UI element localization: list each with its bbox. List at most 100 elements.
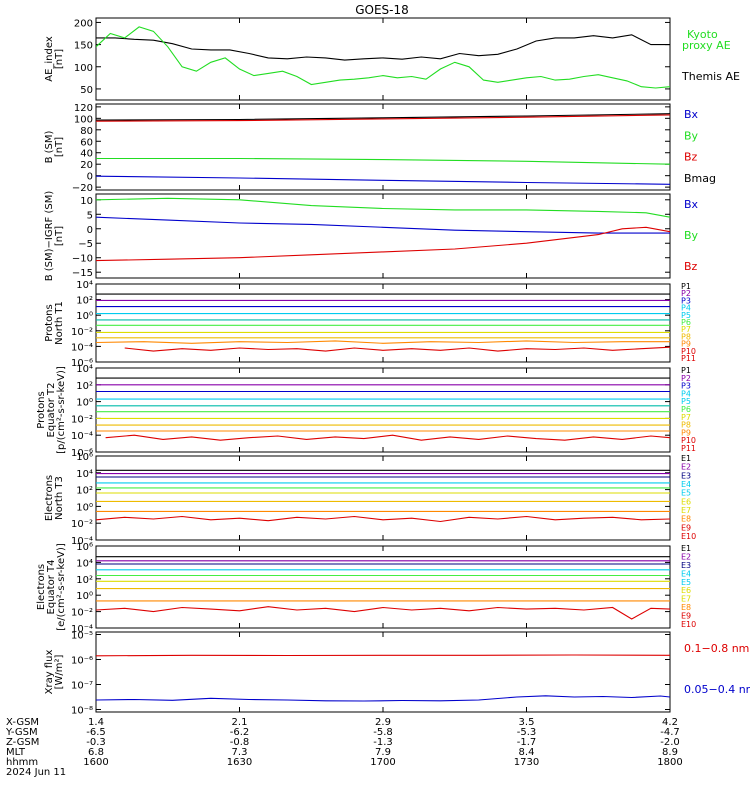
x-row-label: hhmm — [6, 757, 38, 768]
panel-et4: 10⁶ 10⁴ 10² 10⁰ 10⁻² 10⁻⁴ ElectronsEquator T4[… — [36, 542, 696, 635]
legend-item: E7 — [681, 595, 691, 604]
y-axis-label-line: [nT] — [54, 137, 65, 157]
series-group — [96, 26, 670, 89]
panel-bdiff: 10 5 0 −5 −10 −15 B (SM)−IGRF (SM)[nT] Bx By Bz — [44, 191, 699, 282]
series-themis-ae — [96, 34, 670, 61]
y-tick-label: 5 — [87, 210, 93, 221]
y-tick-label: 10⁴ — [76, 364, 93, 375]
legend-item: E3 — [681, 561, 691, 570]
y-axis-label-line: Equator T4 — [46, 560, 57, 615]
legend-item: Bmag — [684, 172, 716, 185]
y-tick-label: 10⁻⁴ — [71, 431, 93, 442]
series-group — [96, 197, 670, 262]
series-by — [96, 157, 670, 165]
series-e9 — [96, 515, 670, 523]
panel-frame — [95, 455, 671, 541]
legend-item: P3 — [681, 296, 691, 305]
y-tick-label: 10⁻² — [71, 414, 93, 425]
y-tick-label: −20 — [72, 183, 93, 194]
panel-pt1: 10⁴ 10² 10⁰ 10⁻² 10⁻⁴ 10⁻⁶ ProtonsNorth T1 P1P2… — [44, 280, 696, 369]
x-value-label: 2.9 — [375, 717, 391, 728]
legend-item: P8 — [681, 332, 691, 341]
y-tick-label: 0 — [87, 172, 93, 183]
x-value-label: 1700 — [370, 757, 395, 768]
series-group — [96, 556, 670, 620]
series-by — [96, 197, 670, 218]
y-tick-label: 60 — [80, 137, 93, 148]
legend-item: P1 — [681, 282, 691, 291]
legend-item: 0.1−0.8 nm — [684, 642, 749, 655]
y-tick-label: 20 — [80, 160, 93, 171]
y-axis-label-line: [e/(cm²-s-sr-keV)] — [56, 543, 67, 631]
legend-item: E1 — [681, 544, 691, 553]
y-tick-label: 10⁴ — [76, 280, 93, 291]
legend-item: E5 — [681, 578, 691, 587]
y-tick-label: 10⁻² — [71, 519, 93, 530]
y-axis-label-line: North T1 — [54, 301, 65, 345]
legend-item: Bx — [684, 198, 699, 211]
y-axis-label: AE_index[nT] — [44, 36, 65, 82]
y-tick-label: 40 — [80, 149, 93, 160]
legend-item: E9 — [681, 523, 691, 532]
legend-item: P7 — [681, 413, 691, 422]
x-value-label: -1.3 — [373, 737, 393, 748]
y-tick-label: 100 — [74, 63, 93, 74]
x-row-label: MLT — [6, 747, 26, 758]
legend-item: P11 — [681, 354, 696, 363]
legend-item: By — [684, 229, 699, 242]
x-value-label: -0.3 — [86, 737, 106, 748]
legend-item: P2 — [681, 289, 691, 298]
y-tick-label: 10⁶ — [76, 542, 93, 553]
y-tick-label: 10⁻⁷ — [71, 681, 93, 692]
legend-item: P11 — [681, 444, 696, 453]
y-tick-label: 10⁰ — [76, 502, 93, 513]
y-axis-label: ElectronsNorth T3 — [44, 475, 65, 521]
x-value-label: -5.3 — [517, 727, 537, 738]
y-tick-label: 10⁴ — [76, 558, 93, 569]
legend-item: P2 — [681, 374, 691, 383]
series-e9 — [96, 606, 670, 620]
y-tick-label: −10 — [72, 254, 93, 265]
panel-frame — [95, 17, 671, 101]
legend-item: By — [684, 129, 699, 142]
series-0-05-0-4-nm — [96, 695, 670, 702]
legend-item: P10 — [681, 347, 696, 356]
y-tick-label: 10⁻² — [71, 327, 93, 338]
y-axis-label-line: Protons — [36, 391, 47, 428]
y-axis-label-line: B (SM) — [44, 130, 55, 163]
series-bz — [96, 226, 670, 262]
legend-item: E8 — [681, 515, 691, 524]
series-bz — [96, 114, 670, 122]
y-axis-label-line: [W/m²] — [54, 654, 65, 689]
y-tick-label: 10⁻⁸ — [71, 706, 93, 717]
x-row-label: X-GSM — [6, 717, 39, 728]
series-group — [96, 293, 670, 352]
y-tick-label: 10² — [76, 296, 93, 307]
x-value-label: -5.8 — [373, 727, 393, 738]
chart-title: GOES-18 — [355, 3, 409, 17]
legend-item: P3 — [681, 382, 691, 391]
y-tick-label: 100 — [74, 114, 93, 125]
legend-item: E10 — [681, 532, 696, 541]
x-value-label: 1800 — [657, 757, 682, 768]
series-group — [96, 654, 670, 702]
legend-item: E7 — [681, 506, 691, 515]
legend-item: E8 — [681, 603, 691, 612]
legend-item: P9 — [681, 340, 691, 349]
x-value-label: 1.4 — [88, 717, 104, 728]
legend-item: P5 — [681, 311, 691, 320]
legend-item: E4 — [681, 569, 691, 578]
y-tick-label: 10⁻⁴ — [71, 624, 93, 635]
y-tick-label: 120 — [74, 103, 93, 114]
x-value-label: -0.8 — [230, 737, 250, 748]
y-tick-label: 50 — [80, 85, 93, 96]
x-value-label: 7.9 — [375, 747, 391, 758]
y-axis-label: B (SM)[nT] — [44, 130, 65, 163]
legend-item: P10 — [681, 436, 696, 445]
series-bx — [96, 216, 670, 234]
